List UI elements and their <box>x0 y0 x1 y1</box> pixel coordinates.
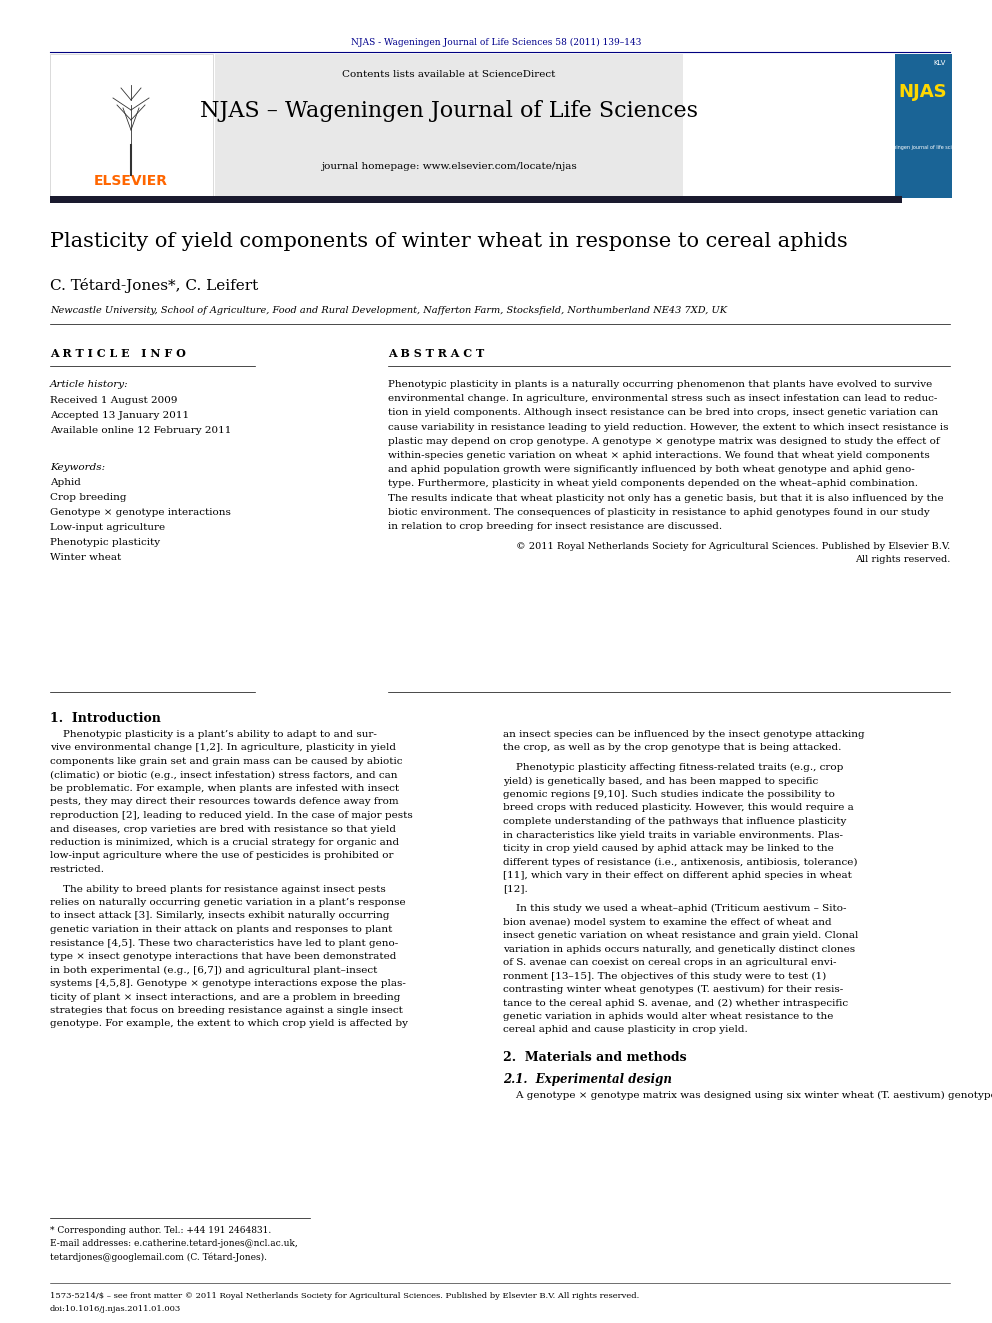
Text: complete understanding of the pathways that influence plasticity: complete understanding of the pathways t… <box>503 818 846 826</box>
Text: Newcastle University, School of Agriculture, Food and Rural Development, Naffert: Newcastle University, School of Agricult… <box>50 306 727 315</box>
Text: Low-input agriculture: Low-input agriculture <box>50 523 165 532</box>
Text: variation in aphids occurs naturally, and genetically distinct clones: variation in aphids occurs naturally, an… <box>503 945 855 954</box>
Text: reduction is minimized, which is a crucial strategy for organic and: reduction is minimized, which is a cruci… <box>50 837 399 847</box>
Text: an insect species can be influenced by the insect genotype attacking: an insect species can be influenced by t… <box>503 730 865 740</box>
Text: breed crops with reduced plasticity. However, this would require a: breed crops with reduced plasticity. How… <box>503 803 854 812</box>
Text: be problematic. For example, when plants are infested with insect: be problematic. For example, when plants… <box>50 785 399 792</box>
Text: 1.  Introduction: 1. Introduction <box>50 712 161 725</box>
Text: type × insect genotype interactions that have been demonstrated: type × insect genotype interactions that… <box>50 953 397 960</box>
Text: Article history:: Article history: <box>50 380 129 389</box>
Text: 2.  Materials and methods: 2. Materials and methods <box>503 1050 686 1064</box>
Text: bion avenae) model system to examine the effect of wheat and: bion avenae) model system to examine the… <box>503 917 831 926</box>
Text: biotic environment. The consequences of plasticity in resistance to aphid genoty: biotic environment. The consequences of … <box>388 508 930 517</box>
FancyBboxPatch shape <box>50 196 902 202</box>
Text: Accepted 13 January 2011: Accepted 13 January 2011 <box>50 411 189 419</box>
Text: Contents lists available at ScienceDirect: Contents lists available at ScienceDirec… <box>342 70 556 79</box>
Text: systems [4,5,8]. Genotype × genotype interactions expose the plas-: systems [4,5,8]. Genotype × genotype int… <box>50 979 406 988</box>
Text: yield) is genetically based, and has been mapped to specific: yield) is genetically based, and has bee… <box>503 777 818 786</box>
Text: All rights reserved.: All rights reserved. <box>855 556 950 564</box>
Text: reproduction [2], leading to reduced yield. In the case of major pests: reproduction [2], leading to reduced yie… <box>50 811 413 820</box>
Text: and aphid population growth were significantly influenced by both wheat genotype: and aphid population growth were signifi… <box>388 466 915 474</box>
Text: Phenotypic plasticity in plants is a naturally occurring phenomenon that plants : Phenotypic plasticity in plants is a nat… <box>388 380 932 389</box>
Text: plastic may depend on crop genotype. A genotype × genotype matrix was designed t: plastic may depend on crop genotype. A g… <box>388 437 939 446</box>
Text: Received 1 August 2009: Received 1 August 2009 <box>50 396 178 405</box>
Text: Plasticity of yield components of winter wheat in response to cereal aphids: Plasticity of yield components of winter… <box>50 232 848 251</box>
Text: tance to the cereal aphid S. avenae, and (2) whether intraspecific: tance to the cereal aphid S. avenae, and… <box>503 999 848 1008</box>
Text: doi:10.1016/j.njas.2011.01.003: doi:10.1016/j.njas.2011.01.003 <box>50 1304 182 1312</box>
FancyBboxPatch shape <box>50 54 213 198</box>
Text: A R T I C L E   I N F O: A R T I C L E I N F O <box>50 348 186 359</box>
Text: in both experimental (e.g., [6,7]) and agricultural plant–insect: in both experimental (e.g., [6,7]) and a… <box>50 966 377 975</box>
Text: Winter wheat: Winter wheat <box>50 553 121 562</box>
Text: cause variability in resistance leading to yield reduction. However, the extent : cause variability in resistance leading … <box>388 422 948 431</box>
Text: contrasting winter wheat genotypes (T. aestivum) for their resis-: contrasting winter wheat genotypes (T. a… <box>503 986 843 994</box>
Text: tion in yield components. Although insect resistance can be bred into crops, ins: tion in yield components. Although insec… <box>388 409 938 417</box>
Text: components like grain set and grain mass can be caused by abiotic: components like grain set and grain mass… <box>50 757 403 766</box>
Text: A genotype × genotype matrix was designed using six winter wheat (T. aestivum) g: A genotype × genotype matrix was designe… <box>503 1091 992 1101</box>
Text: Crop breeding: Crop breeding <box>50 493 127 501</box>
Text: Genotype × genotype interactions: Genotype × genotype interactions <box>50 508 231 517</box>
Text: low-input agriculture where the use of pesticides is prohibited or: low-input agriculture where the use of p… <box>50 852 394 860</box>
Text: journal homepage: www.elsevier.com/locate/njas: journal homepage: www.elsevier.com/locat… <box>321 161 577 171</box>
Text: 1573-5214/$ – see front matter © 2011 Royal Netherlands Society for Agricultural: 1573-5214/$ – see front matter © 2011 Ro… <box>50 1293 639 1301</box>
Text: ronment [13–15]. The objectives of this study were to test (1): ronment [13–15]. The objectives of this … <box>503 971 826 980</box>
Text: of S. avenae can coexist on cereal crops in an agricultural envi-: of S. avenae can coexist on cereal crops… <box>503 958 836 967</box>
Text: in relation to crop breeding for insect resistance are discussed.: in relation to crop breeding for insect … <box>388 523 722 531</box>
Text: type. Furthermore, plasticity in wheat yield components depended on the wheat–ap: type. Furthermore, plasticity in wheat y… <box>388 479 918 488</box>
Text: genetic variation in their attack on plants and responses to plant: genetic variation in their attack on pla… <box>50 925 393 934</box>
Text: different types of resistance (i.e., antixenosis, antibiosis, tolerance): different types of resistance (i.e., ant… <box>503 857 857 867</box>
Text: restricted.: restricted. <box>50 865 105 875</box>
Text: C. Tétard-Jones*, C. Leifert: C. Tétard-Jones*, C. Leifert <box>50 278 258 292</box>
Text: Phenotypic plasticity affecting fitness-related traits (e.g., crop: Phenotypic plasticity affecting fitness-… <box>503 763 843 773</box>
Text: NJAS – Wageningen Journal of Life Sciences: NJAS – Wageningen Journal of Life Scienc… <box>200 101 698 122</box>
Text: Phenotypic plasticity: Phenotypic plasticity <box>50 538 160 546</box>
Text: In this study we used a wheat–aphid (Triticum aestivum – Sito-: In this study we used a wheat–aphid (Tri… <box>503 904 846 913</box>
Text: Aphid: Aphid <box>50 478 81 487</box>
Text: The ability to breed plants for resistance against insect pests: The ability to breed plants for resistan… <box>50 885 386 893</box>
Text: NJAS: NJAS <box>899 83 947 101</box>
Text: genotype. For example, the extent to which crop yield is affected by: genotype. For example, the extent to whi… <box>50 1020 408 1028</box>
Text: genomic regions [9,10]. Such studies indicate the possibility to: genomic regions [9,10]. Such studies ind… <box>503 790 835 799</box>
Text: A B S T R A C T: A B S T R A C T <box>388 348 484 359</box>
Text: The results indicate that wheat plasticity not only has a genetic basis, but tha: The results indicate that wheat plastici… <box>388 493 943 503</box>
Text: ELSEVIER: ELSEVIER <box>94 175 168 188</box>
FancyBboxPatch shape <box>215 54 683 198</box>
Text: KLV: KLV <box>933 60 946 66</box>
FancyBboxPatch shape <box>895 54 952 198</box>
Text: genetic variation in aphids would alter wheat resistance to the: genetic variation in aphids would alter … <box>503 1012 833 1021</box>
Text: ticity in crop yield caused by aphid attack may be linked to the: ticity in crop yield caused by aphid att… <box>503 844 833 853</box>
Text: relies on naturally occurring genetic variation in a plant’s response: relies on naturally occurring genetic va… <box>50 898 406 908</box>
Text: and diseases, crop varieties are bred with resistance so that yield: and diseases, crop varieties are bred wi… <box>50 824 396 833</box>
Text: cereal aphid and cause plasticity in crop yield.: cereal aphid and cause plasticity in cro… <box>503 1025 748 1035</box>
Text: insect genetic variation on wheat resistance and grain yield. Clonal: insect genetic variation on wheat resist… <box>503 931 858 941</box>
Text: Keywords:: Keywords: <box>50 463 105 472</box>
Text: within-species genetic variation on wheat × aphid interactions. We found that wh: within-species genetic variation on whea… <box>388 451 930 460</box>
Text: [12].: [12]. <box>503 885 528 893</box>
Text: Available online 12 February 2011: Available online 12 February 2011 <box>50 426 231 435</box>
Text: wageningen journal of life sciences: wageningen journal of life sciences <box>880 146 966 151</box>
Text: 2.1.  Experimental design: 2.1. Experimental design <box>503 1073 672 1086</box>
Text: resistance [4,5]. These two characteristics have led to plant geno-: resistance [4,5]. These two characterist… <box>50 938 398 947</box>
Text: pests, they may direct their resources towards defence away from: pests, they may direct their resources t… <box>50 798 399 807</box>
Text: tetardjones@googlemail.com (C. Tétard-Jones).: tetardjones@googlemail.com (C. Tétard-Jo… <box>50 1252 267 1262</box>
Text: to insect attack [3]. Similarly, insects exhibit naturally occurring: to insect attack [3]. Similarly, insects… <box>50 912 390 921</box>
Text: the crop, as well as by the crop genotype that is being attacked.: the crop, as well as by the crop genotyp… <box>503 744 841 753</box>
Text: * Corresponding author. Tel.: +44 191 2464831.: * Corresponding author. Tel.: +44 191 24… <box>50 1226 271 1234</box>
Text: Phenotypic plasticity is a plant’s ability to adapt to and sur-: Phenotypic plasticity is a plant’s abili… <box>50 730 377 740</box>
Text: ticity of plant × insect interactions, and are a problem in breeding: ticity of plant × insect interactions, a… <box>50 992 401 1002</box>
Text: environmental change. In agriculture, environmental stress such as insect infest: environmental change. In agriculture, en… <box>388 394 937 404</box>
Text: E-mail addresses: e.catherine.tetard-jones@ncl.ac.uk,: E-mail addresses: e.catherine.tetard-jon… <box>50 1240 298 1248</box>
Text: strategies that focus on breeding resistance against a single insect: strategies that focus on breeding resist… <box>50 1005 403 1015</box>
Text: © 2011 Royal Netherlands Society for Agricultural Sciences. Published by Elsevie: © 2011 Royal Netherlands Society for Agr… <box>516 542 950 550</box>
Text: [11], which vary in their effect on different aphid species in wheat: [11], which vary in their effect on diff… <box>503 871 852 880</box>
Text: (climatic) or biotic (e.g., insect infestation) stress factors, and can: (climatic) or biotic (e.g., insect infes… <box>50 770 398 779</box>
Text: vive environmental change [1,2]. In agriculture, plasticity in yield: vive environmental change [1,2]. In agri… <box>50 744 396 753</box>
Text: in characteristics like yield traits in variable environments. Plas-: in characteristics like yield traits in … <box>503 831 843 840</box>
Text: NJAS - Wageningen Journal of Life Sciences 58 (2011) 139–143: NJAS - Wageningen Journal of Life Scienc… <box>351 38 641 48</box>
